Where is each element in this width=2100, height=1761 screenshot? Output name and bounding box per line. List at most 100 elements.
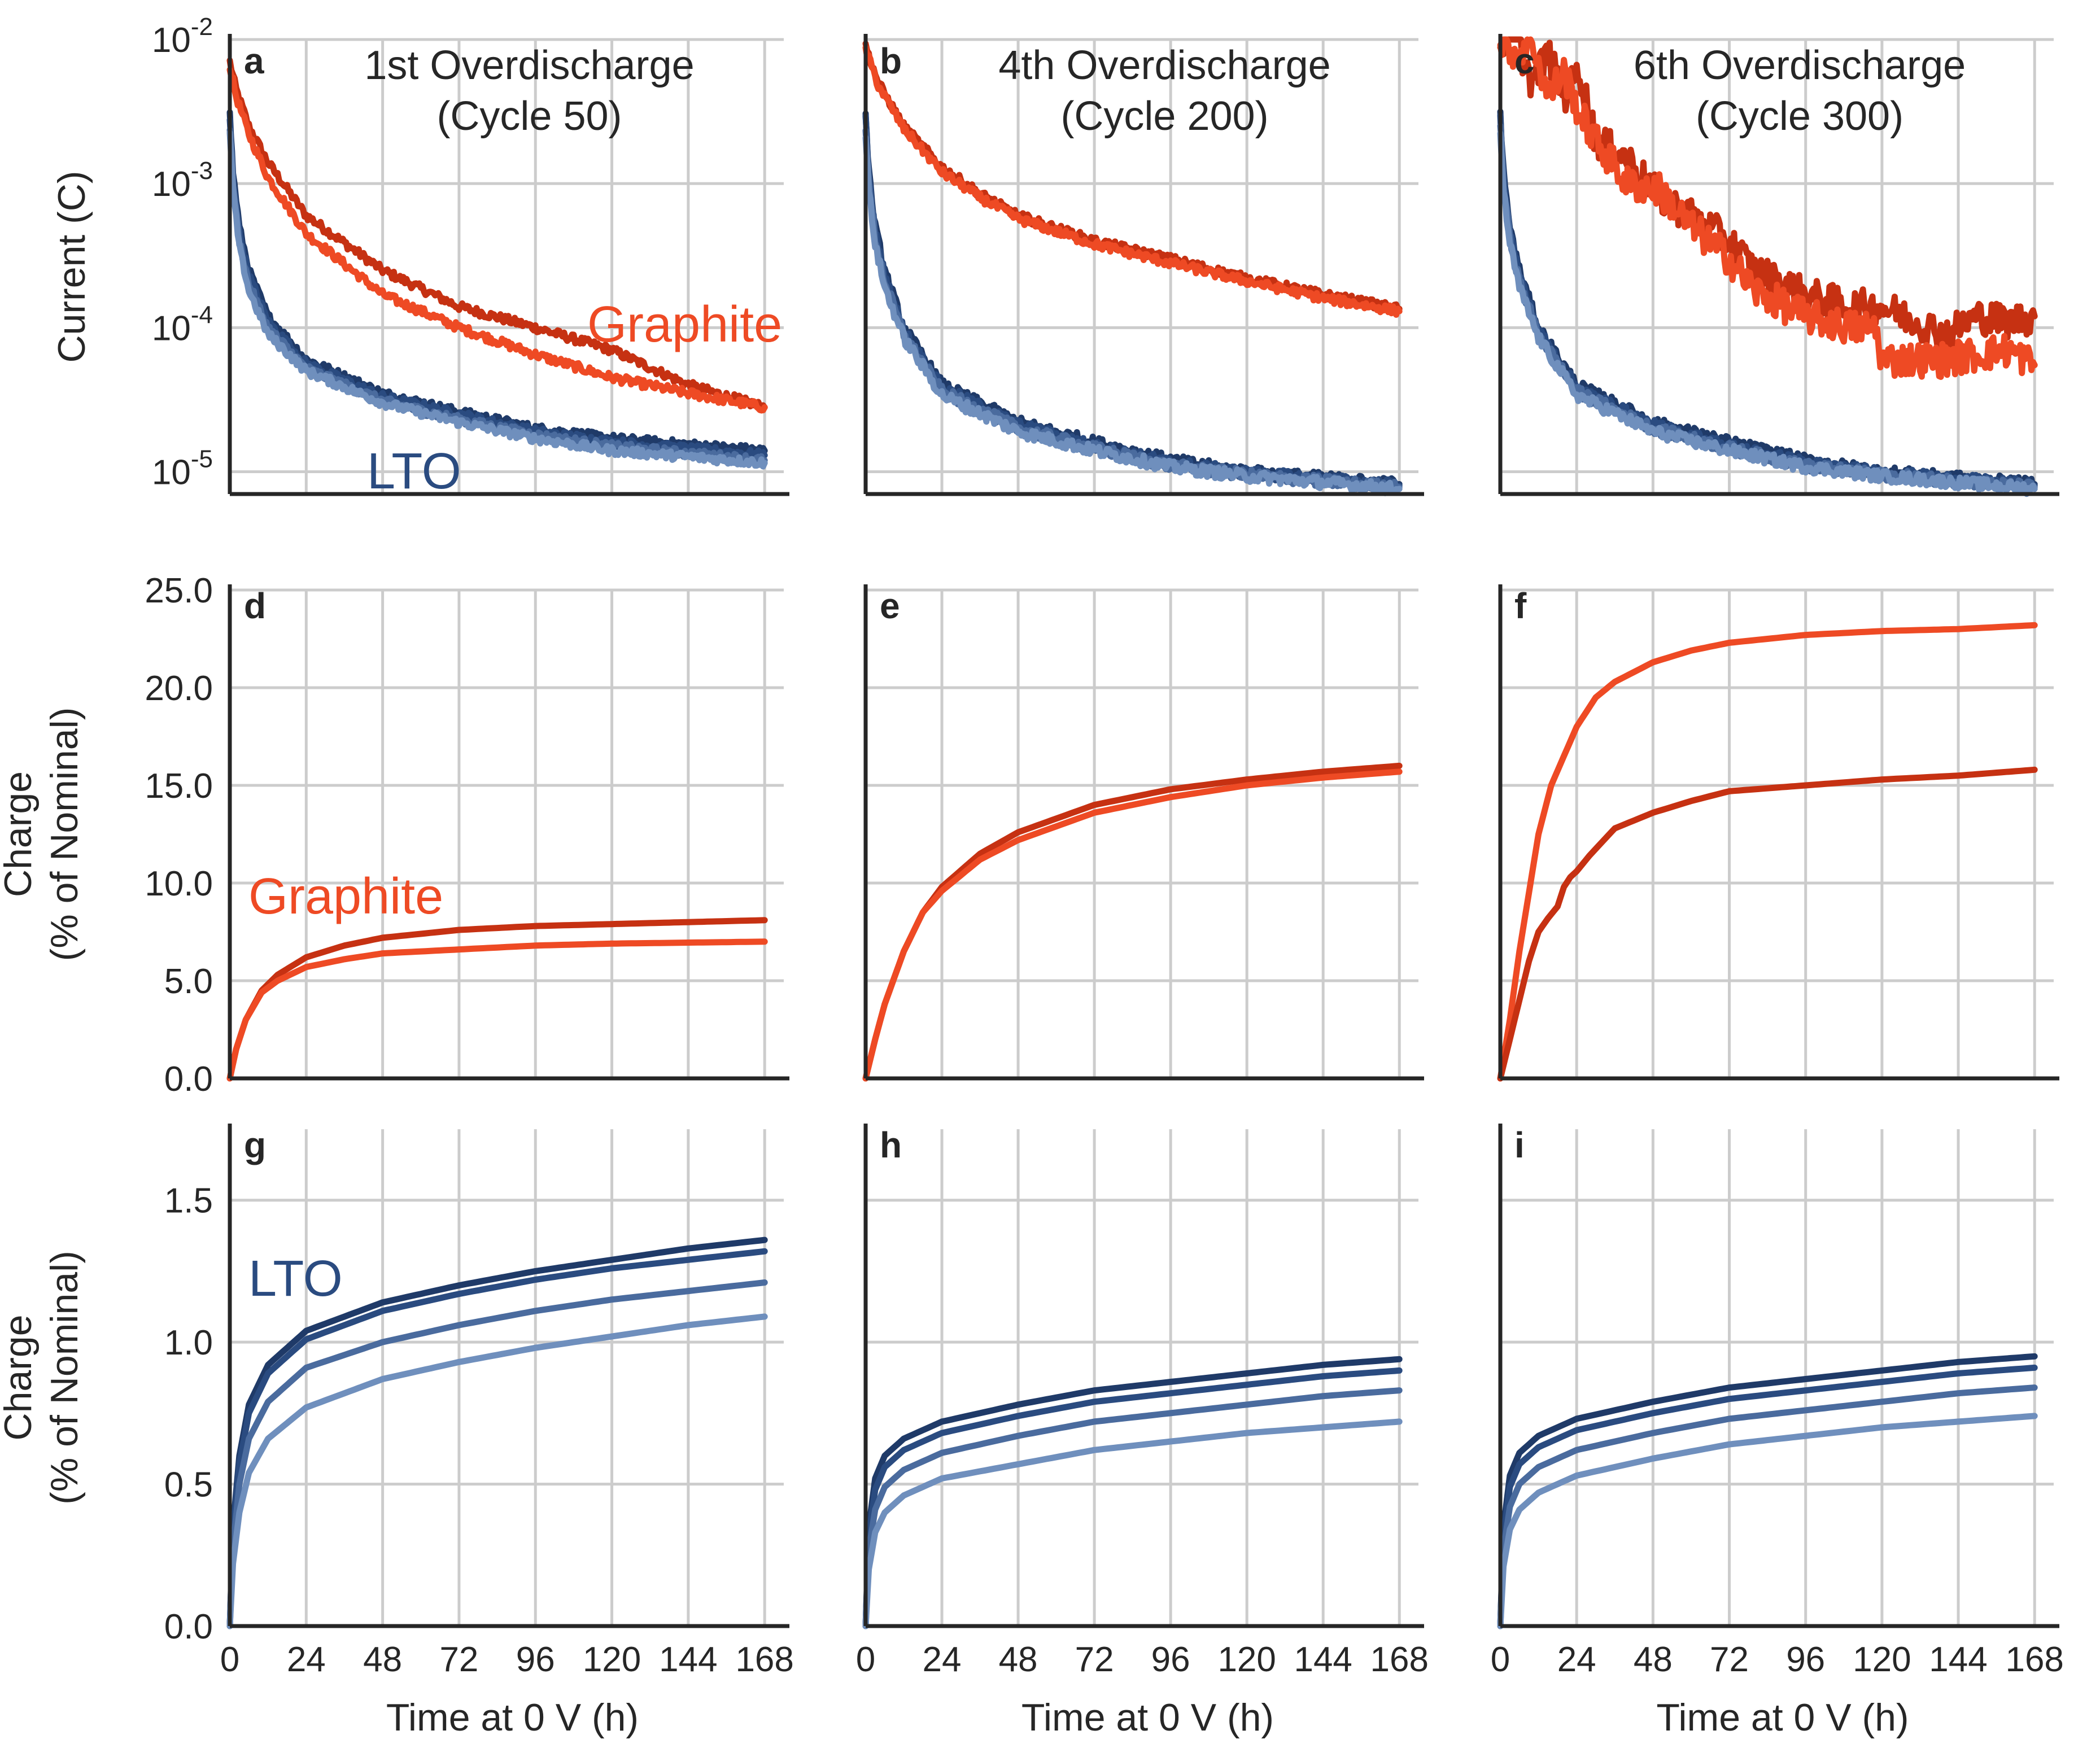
y-tick-label: 1.0 bbox=[164, 1323, 213, 1362]
x-tick-labels: 0 24 48 72 96 120 144 168 bbox=[1491, 1640, 2064, 1679]
panel-i-grid bbox=[1500, 1129, 2054, 1626]
panel-e-series bbox=[862, 762, 1403, 1082]
panel-e: e bbox=[862, 584, 1424, 1082]
y-tick-label: 25.0 bbox=[145, 571, 213, 610]
y-axis-label-line-2: (% of Nominal) bbox=[43, 1251, 86, 1505]
panel-g: 0.0 0.5 1.0 1.5 Charge (% of Nominal) 0 24 48 72 9… bbox=[0, 1124, 794, 1739]
y-tick-label: 1.5 bbox=[164, 1182, 213, 1221]
series-lto-1-line bbox=[862, 1356, 1403, 1629]
y-axis-label: Charge (% of Nominal) bbox=[0, 1251, 86, 1505]
y-tick-label: 0.5 bbox=[164, 1466, 213, 1505]
y-tick-label: 10-5 bbox=[152, 445, 213, 492]
panel-b-grid bbox=[866, 38, 1418, 494]
x-tick-label: 24 bbox=[287, 1640, 326, 1679]
y-tick-label: 15.0 bbox=[145, 767, 213, 806]
y-tick-labels: 0.0 0.5 1.0 1.5 bbox=[164, 1182, 213, 1646]
series-lto-2-line bbox=[226, 116, 768, 462]
panel-i: 0 24 48 72 96 120 144 168 Time at 0 V (h) i bbox=[1491, 1124, 2064, 1739]
panel-i-series bbox=[1497, 1353, 2038, 1629]
panel-title-line-1: 6th Overdischarge bbox=[1634, 43, 1966, 88]
series-graphite-a-line bbox=[1497, 622, 2038, 1082]
series-lto-2-line bbox=[862, 1367, 1403, 1629]
panel-g-grid bbox=[230, 1129, 784, 1626]
y-tick-label: 10.0 bbox=[145, 864, 213, 903]
y-tick-label: 10-4 bbox=[152, 301, 213, 348]
panel-f-grid bbox=[1500, 588, 2054, 1078]
panel-title-line-2: (Cycle 300) bbox=[1696, 94, 1903, 139]
panel-f-series bbox=[1497, 622, 2038, 1082]
x-tick-label: 72 bbox=[1075, 1640, 1114, 1679]
panel-h-grid bbox=[866, 1129, 1418, 1626]
series-annotation-lto: LTO bbox=[367, 443, 461, 500]
panel-title-line-2: (Cycle 200) bbox=[1060, 94, 1268, 139]
y-tick-label: 10-2 bbox=[152, 13, 213, 60]
x-tick-label: 48 bbox=[999, 1640, 1038, 1679]
x-tick-label: 48 bbox=[1634, 1640, 1673, 1679]
x-tick-label: 24 bbox=[1557, 1640, 1596, 1679]
panel-letter: f bbox=[1514, 585, 1527, 626]
series-lto-1-line bbox=[1497, 1353, 2038, 1629]
panel-letter: b bbox=[880, 41, 902, 81]
panel-d: 0.0 5.0 10.0 15.0 20.0 25.0 Charge (% of Nomina… bbox=[0, 571, 789, 1099]
x-tick-label: 72 bbox=[1710, 1640, 1749, 1679]
panel-title-line-1: 1st Overdischarge bbox=[364, 43, 694, 88]
series-graphite-b-line bbox=[862, 768, 1403, 1082]
y-axis-label-line-1: Charge bbox=[0, 1314, 40, 1440]
x-axis-label: Time at 0 V (h) bbox=[1656, 1696, 1909, 1739]
y-tick-label: 10-3 bbox=[152, 157, 213, 204]
panel-title-line-2: (Cycle 50) bbox=[436, 94, 622, 139]
panel-letter: g bbox=[244, 1125, 266, 1165]
series-lto-4-line bbox=[862, 134, 1403, 496]
series-graphite-a-line bbox=[226, 917, 768, 1082]
x-tick-label: 72 bbox=[439, 1640, 478, 1679]
panel-letter: c bbox=[1514, 41, 1535, 81]
series-lto-3-line bbox=[862, 1387, 1403, 1629]
series-lto-4-line bbox=[226, 1313, 768, 1629]
y-tick-label: 0.0 bbox=[164, 1060, 213, 1099]
y-axis-label-line-2: (% of Nominal) bbox=[43, 707, 86, 962]
panel-c-grid bbox=[1500, 38, 2054, 494]
panel-d-grid bbox=[230, 588, 784, 1078]
series-lto-1-line bbox=[226, 1236, 768, 1629]
x-tick-label: 96 bbox=[1151, 1640, 1190, 1679]
series-lto-3-line bbox=[1497, 1384, 2038, 1629]
panel-c-series bbox=[1497, 36, 2038, 497]
x-tick-labels: 0 24 48 72 96 120 144 168 bbox=[856, 1640, 1429, 1679]
series-annotation-graphite: Graphite bbox=[248, 868, 443, 925]
x-tick-label: 120 bbox=[1217, 1640, 1276, 1679]
series-annotation-lto: LTO bbox=[248, 1251, 343, 1307]
panel-title: 4th Overdischarge (Cycle 200) bbox=[998, 43, 1330, 139]
x-tick-label: 96 bbox=[1786, 1640, 1825, 1679]
series-graphite-b-line bbox=[226, 938, 768, 1082]
x-tick-label: 168 bbox=[2005, 1640, 2063, 1679]
series-lto-2-line bbox=[226, 1248, 768, 1629]
panel-a-series bbox=[226, 57, 768, 470]
x-axis-label: Time at 0 V (h) bbox=[1021, 1696, 1274, 1739]
y-tick-label: 0.0 bbox=[164, 1607, 213, 1646]
panel-h-series bbox=[862, 1356, 1403, 1629]
y-axis-label: Charge (% of Nominal) bbox=[0, 707, 86, 962]
x-tick-label: 24 bbox=[923, 1640, 962, 1679]
series-graphite-a-line bbox=[862, 762, 1403, 1082]
panel-letter: i bbox=[1514, 1125, 1525, 1165]
series-lto-3-line bbox=[226, 1279, 768, 1629]
panel-h: 0 24 48 72 96 120 144 168 Time at 0 V (h) h bbox=[856, 1124, 1429, 1739]
panel-f: f bbox=[1497, 584, 2059, 1082]
series-lto-4-line bbox=[1497, 130, 2038, 497]
series-graphite-b-line bbox=[1497, 36, 2038, 380]
panel-title: 6th Overdischarge (Cycle 300) bbox=[1634, 43, 1966, 139]
panel-letter: e bbox=[880, 585, 900, 626]
panel-c: c 6th Overdischarge (Cycle 300) bbox=[1497, 34, 2059, 497]
series-lto-2-line bbox=[1497, 1364, 2038, 1629]
y-axis-label-line-1: Charge bbox=[0, 771, 40, 897]
x-tick-label: 168 bbox=[1370, 1640, 1429, 1679]
panel-letter: d bbox=[244, 585, 266, 626]
x-tick-label: 168 bbox=[735, 1640, 793, 1679]
y-tick-label: 20.0 bbox=[145, 669, 213, 708]
series-annotation-graphite: Graphite bbox=[587, 296, 782, 353]
series-lto-4-line bbox=[226, 129, 768, 470]
series-lto-4-line bbox=[862, 1418, 1403, 1629]
panel-a-grid bbox=[230, 38, 784, 494]
y-axis-label-line-1: Current (C) bbox=[50, 171, 93, 362]
